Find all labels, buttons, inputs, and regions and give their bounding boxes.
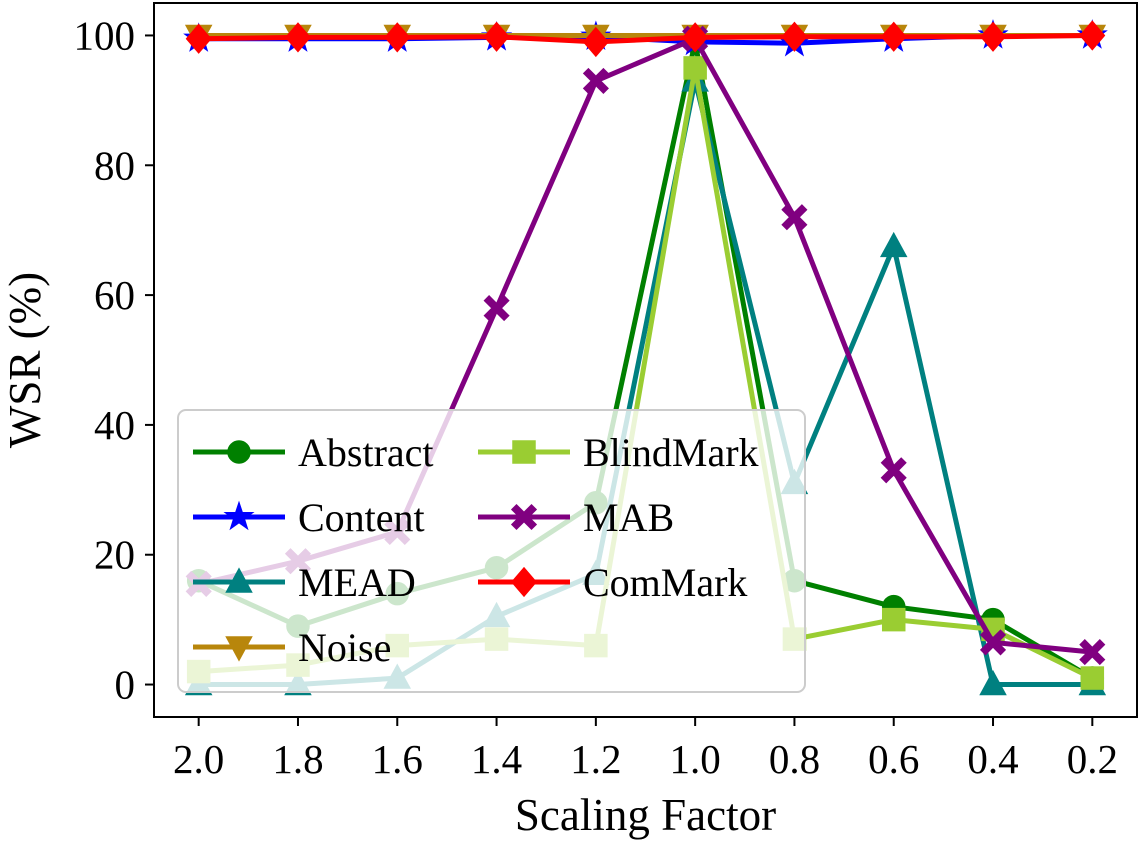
y-axis-title: WSR (%) — [0, 272, 50, 448]
data-point-blindmark — [1080, 666, 1105, 690]
series-commark — [185, 20, 1106, 58]
legend-marker-mead — [225, 567, 253, 593]
data-point-commark — [880, 21, 907, 52]
y-tick-label: 40 — [94, 402, 135, 448]
legend-entry-noise: Noise — [193, 625, 391, 670]
legend-label: Content — [298, 495, 425, 540]
legend-label: ComMark — [583, 560, 747, 605]
series-line-commark — [198, 33, 1093, 45]
data-point-mab — [1079, 639, 1106, 666]
legend-marker-commark — [511, 566, 537, 598]
data-point-commark — [980, 21, 1007, 52]
legend-label: Noise — [298, 625, 391, 670]
x-tick-label: 1.8 — [272, 736, 323, 782]
x-tick-label: 0.4 — [967, 736, 1018, 782]
legend-entry-abstract: Abstract — [193, 430, 434, 475]
x-tick-label: 1.0 — [670, 736, 721, 782]
y-tick-label: 60 — [94, 272, 135, 318]
data-point-blindmark — [881, 607, 906, 632]
legend-marker-content — [223, 500, 255, 531]
data-point-mab — [781, 204, 808, 231]
x-tick-label: 0.6 — [868, 736, 919, 782]
legend-label: BlindMark — [583, 430, 759, 475]
legend-label: Abstract — [298, 430, 434, 475]
data-point-commark — [284, 22, 311, 53]
x-tick-label: 0.2 — [1067, 736, 1118, 782]
legend-entry-blindmark: BlindMark — [478, 430, 759, 475]
y-tick-label: 100 — [74, 12, 136, 58]
data-point-mab — [582, 67, 609, 94]
legend-entry-mead: MEAD — [193, 560, 416, 605]
data-point-mab — [979, 629, 1007, 656]
axes: 2.0 1.8 1.6 1.4 1.2 1.0 0.8 0.6 0.4 0.2 0 20 40 60 80 1… — [74, 12, 1118, 782]
y-tick-label: 20 — [94, 532, 135, 578]
y-tick-label: 80 — [94, 142, 135, 188]
legend-entry-mab: MAB — [478, 495, 674, 540]
data-point-commark — [1079, 20, 1106, 51]
legend-label: MEAD — [298, 560, 416, 605]
legend-marker-abstract — [227, 440, 251, 464]
data-point-mab — [880, 457, 907, 484]
legend-marker-mab — [510, 503, 538, 531]
data-point-mab — [483, 295, 510, 322]
x-axis-title: Scaling Factor — [515, 790, 776, 840]
data-point-commark — [682, 22, 709, 53]
data-point-commark — [781, 21, 808, 52]
legend-entry-content: Content — [193, 495, 425, 540]
data-point-mead — [879, 231, 908, 258]
y-tick-label: 0 — [115, 662, 136, 708]
data-point-commark — [483, 21, 510, 52]
legend-marker-blindmark — [512, 440, 536, 464]
data-point-commark — [185, 23, 212, 54]
data-point-commark — [582, 26, 609, 58]
data-point-mead — [979, 669, 1007, 696]
plot-frame — [153, 2, 1138, 718]
x-tick-label: 0.8 — [769, 736, 820, 782]
x-tick-label: 1.4 — [471, 736, 522, 782]
x-tick-label: 1.2 — [570, 736, 621, 782]
x-tick-label: 2.0 — [173, 736, 224, 782]
legend-label: MAB — [583, 495, 674, 540]
legend-box — [177, 409, 806, 693]
legend-marker-noise — [225, 636, 253, 662]
data-point-blindmark — [683, 56, 707, 80]
legend-entry-commark: ComMark — [478, 560, 747, 605]
data-point-commark — [384, 22, 411, 53]
x-tick-label: 1.6 — [372, 736, 423, 782]
legend: Abstract Content MEAD Noise BlindMark MAB ComM… — [177, 409, 806, 693]
